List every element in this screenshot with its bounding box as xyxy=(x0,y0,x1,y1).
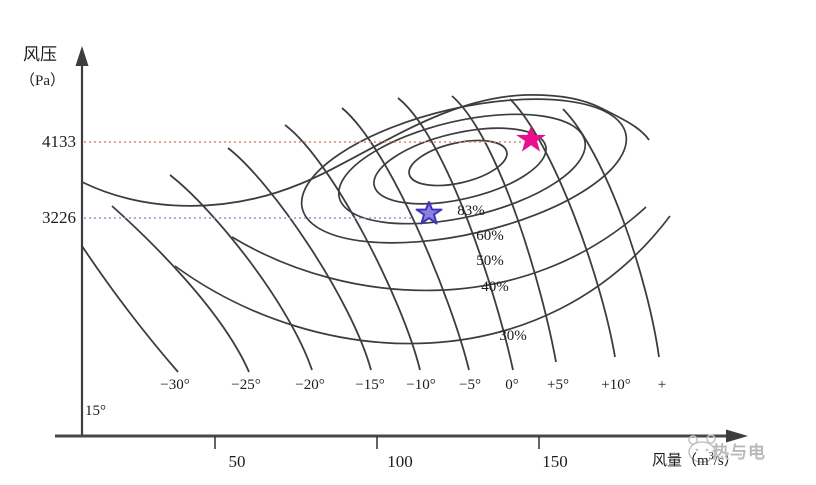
x-axis-title-suffix: /s） xyxy=(713,453,739,469)
angle-label-plus-5: +5° xyxy=(547,377,569,393)
angle-label-plus-10: +10° xyxy=(601,377,631,393)
watermark-brand: 热与电 xyxy=(712,443,766,462)
efficiency-label-30: 30% xyxy=(499,328,527,344)
efficiency-label-83: 83% xyxy=(457,203,485,219)
y-axis-unit: （Pa） xyxy=(20,73,66,89)
contour-inner xyxy=(408,139,508,187)
efficiency-label-50: 50% xyxy=(476,253,504,269)
x-axis-title-sup: 3 xyxy=(708,451,714,462)
envelope-curve xyxy=(81,94,650,207)
contour-30pct xyxy=(174,215,671,345)
y-axis-arrow-icon xyxy=(75,46,89,66)
x-axis-ticks xyxy=(214,436,540,449)
curve-plus-15deg xyxy=(562,108,660,358)
solid-star-marker xyxy=(516,126,546,152)
y-tick-label-3226: 3226 xyxy=(42,208,76,227)
curve-0deg xyxy=(397,97,514,371)
panda-logo-icon xyxy=(688,434,716,463)
x-axis-arrow-icon xyxy=(726,429,748,443)
x-axis-title: 风量（m3/s） xyxy=(652,452,739,469)
x-tick-label-150: 150 xyxy=(542,452,568,471)
contour-50pct xyxy=(300,98,628,244)
efficiency-contours xyxy=(174,98,671,345)
curve-plus-10deg xyxy=(509,98,616,358)
blade-angle-curves xyxy=(81,95,660,373)
y-axis-title: 风压 xyxy=(23,45,57,64)
contour-83pct xyxy=(373,127,547,205)
curve-minus-5deg xyxy=(341,107,470,371)
curve-minus-25deg xyxy=(111,205,250,373)
x-tick-label-100: 100 xyxy=(387,452,413,471)
curve-minus-30deg xyxy=(81,245,179,373)
angle-label-minus-10: −10° xyxy=(406,377,436,393)
x-axis-title-prefix: 风量（m xyxy=(652,453,709,469)
angle-label-minus-25: −25° xyxy=(231,377,261,393)
efficiency-label-40: 40% xyxy=(481,279,509,295)
contour-60pct xyxy=(337,113,587,225)
angle-label-minus-30: −30° xyxy=(160,377,190,393)
outline-star-marker xyxy=(415,201,443,225)
angle-label-plus-sign: + xyxy=(657,377,667,393)
contour-40pct xyxy=(231,206,647,292)
curve-minus-20deg xyxy=(169,174,313,371)
angle-label-minus-15: −15° xyxy=(355,377,385,393)
efficiency-label-60: 60% xyxy=(476,228,504,244)
angle-label-minus-20: −20° xyxy=(295,377,325,393)
curve-minus-15deg xyxy=(227,147,372,371)
angle-label-0: 0° xyxy=(505,377,519,393)
angle-label-15-wrapped: 15° xyxy=(85,403,106,419)
curve-minus-10deg xyxy=(284,124,421,371)
y-tick-label-4133: 4133 xyxy=(42,132,76,151)
x-tick-label-50: 50 xyxy=(228,452,246,471)
angle-label-minus-5: −5° xyxy=(459,377,481,393)
